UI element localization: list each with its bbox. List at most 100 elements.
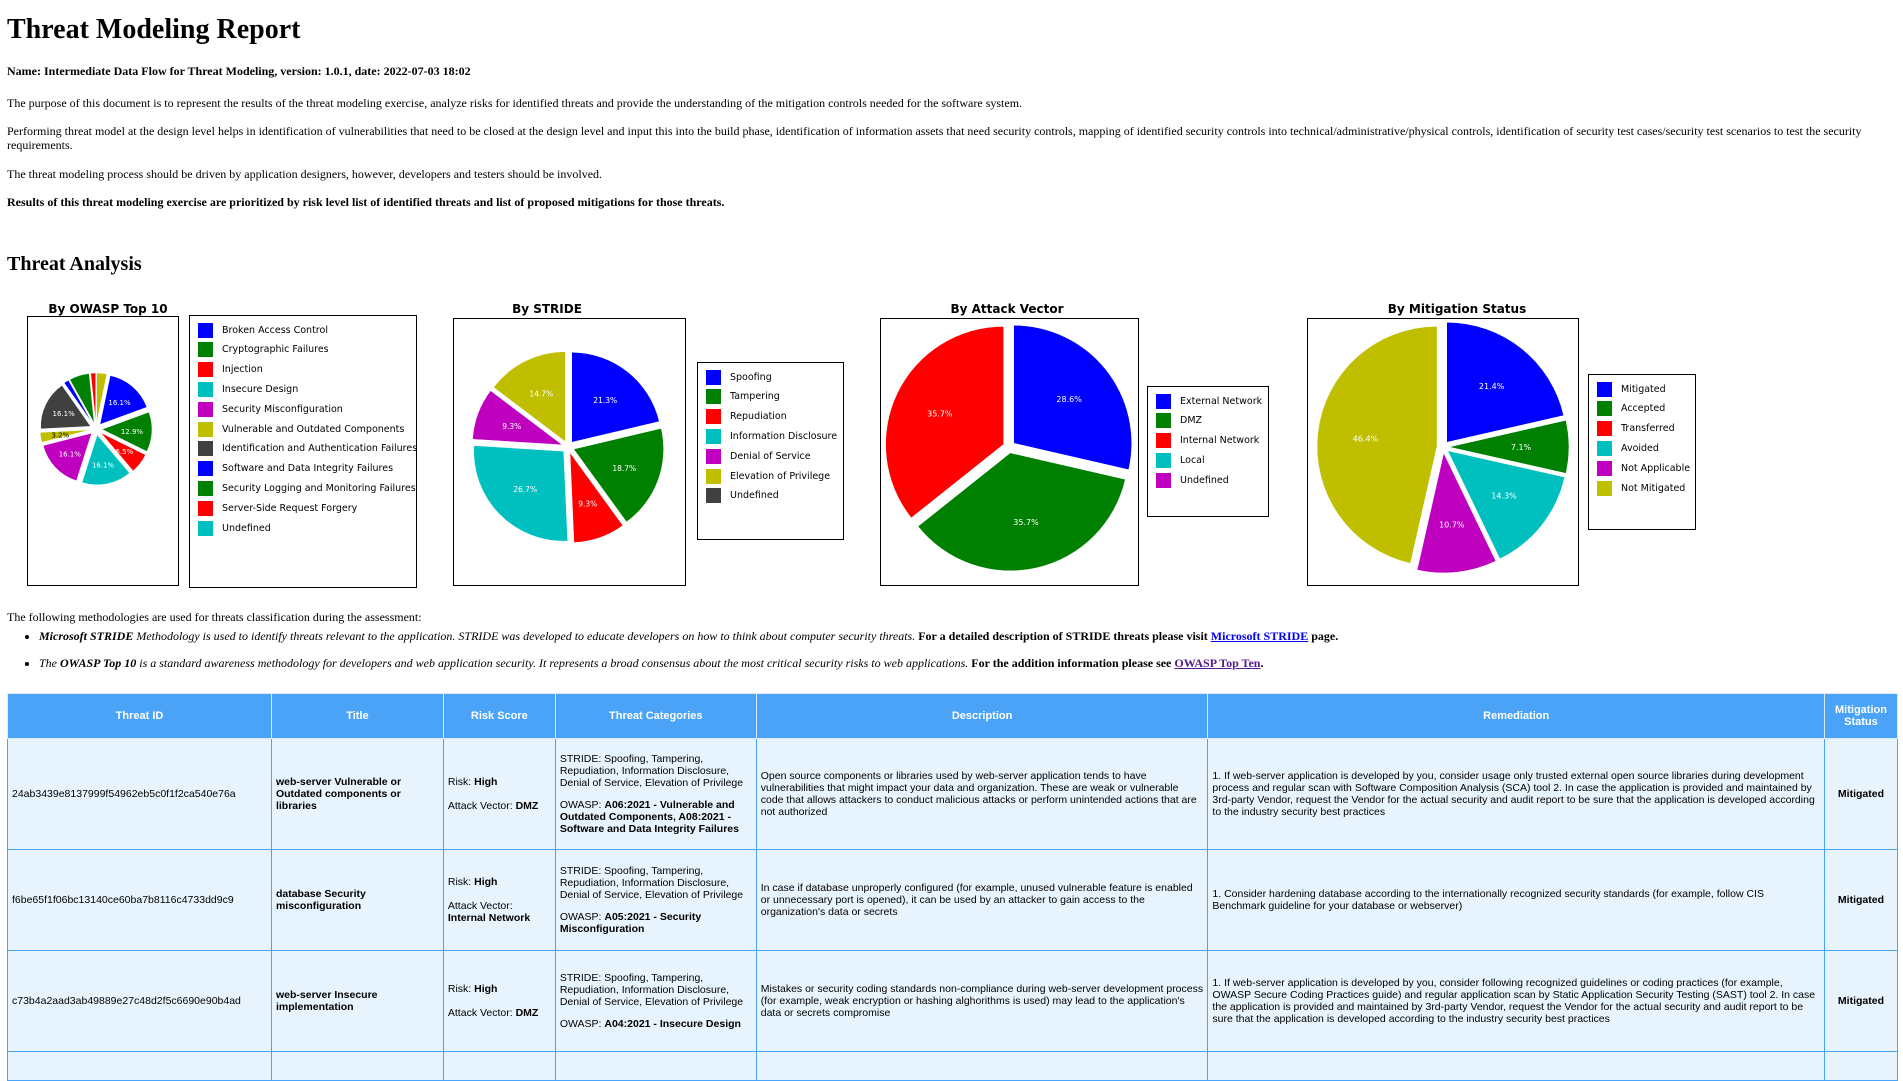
threat-id-cell: f6be65f1f06bc13140ce60ba7b8116c4733dd9c9 <box>7 849 272 951</box>
pie-chart-mitigation-status: 46.4% 10.7% 14.3% 7.1% 21.4% <box>1316 322 1570 574</box>
legend-swatch <box>198 421 213 437</box>
pie-slice-security-logging-and-monitoring-failures <box>69 373 95 424</box>
pie-label-dmz: 35.7% <box>1013 518 1039 527</box>
legend-item-broken-access-control: Broken Access Control <box>198 322 328 338</box>
pie-label-information-disclosure: 26.7% <box>513 485 537 494</box>
legend-label: Tampering <box>730 391 780 403</box>
legend-item-security-misconfiguration: Security Misconfiguration <box>198 401 343 417</box>
col-remediation[interactable]: Remediation <box>1207 693 1825 739</box>
pie-slice-elevation-of-privilege <box>493 351 566 443</box>
pie-label-repudiation: 9.3% <box>578 500 597 509</box>
col-risk-score[interactable]: Risk Score <box>442 693 556 739</box>
risk-label: Risk: <box>447 876 475 888</box>
owasp-end: . <box>1260 656 1264 670</box>
table-row: f6be65f1f06bc13140ce60ba7b8116c4733dd9c9… <box>7 849 1899 951</box>
legend-item-dmz: DMZ <box>1156 413 1202 429</box>
legend-label: DMZ <box>1180 415 1203 427</box>
legend-item-repudiation: Repudiation <box>706 409 787 425</box>
risk-score-cell: Risk: High Attack Vector: Internal Netwo… <box>442 849 556 951</box>
legend-item-external-network: External Network <box>1156 393 1262 409</box>
legend-label: Mitigated <box>1621 383 1666 395</box>
pie-slice-insecure-design <box>81 434 130 486</box>
pie-label-mitigated: 21.4% <box>1479 382 1505 391</box>
owasp-prefix: OWASP: <box>559 911 605 923</box>
legend-swatch <box>198 381 213 397</box>
pie-label-injection: 6.5% <box>115 448 133 456</box>
legend-swatch <box>1597 460 1612 476</box>
legend-item-avoided: Avoided <box>1597 440 1659 456</box>
legend-item-injection: Injection <box>198 362 263 378</box>
description-cell: In case if database unproperly configure… <box>755 849 1209 951</box>
purpose-paragraph: The purpose of this document is to repre… <box>7 96 1023 110</box>
pie-chart-attack-vector: 35.7% 35.7% 28.6% <box>885 325 1132 572</box>
pie-slice-spoofing <box>571 352 660 443</box>
legend-label: Insecure Design <box>222 383 299 395</box>
pie-label-tampering: 18.7% <box>612 464 636 473</box>
pie-label-internal-network: 35.7% <box>927 410 953 419</box>
owasp-pre: The <box>39 656 60 670</box>
vector-label: Attack Vector: <box>447 900 513 912</box>
risk-label: Risk: <box>447 776 475 788</box>
legend-swatch <box>198 342 213 358</box>
pie-slice-not-applicable <box>1416 452 1497 574</box>
title-cell: web-server Vulnerable or Outdated compon… <box>270 738 444 850</box>
legend-swatch <box>1156 433 1171 449</box>
pie-label-not-applicable: 10.7% <box>1439 521 1465 530</box>
legend-swatch <box>706 428 721 444</box>
col-mitigation-status[interactable]: Mitigation Status <box>1823 693 1899 739</box>
owasp-top-ten-link[interactable]: OWASP Top Ten <box>1174 656 1261 670</box>
owasp-name: OWASP Top 10 <box>60 656 137 670</box>
legend-label: Cryptographic Failures <box>222 344 329 356</box>
legend-swatch <box>1156 413 1171 429</box>
status-cell: Mitigated <box>1823 738 1899 850</box>
table-row: 24ab3439e8137999f54962eb5c0f1f2ca540e76a… <box>7 738 1899 850</box>
pie-label-denial-of-service: 9.3% <box>502 422 521 431</box>
legend-swatch <box>198 480 213 496</box>
pie-label-security-misconfiguration: 16.1% <box>59 451 82 459</box>
legend-swatch <box>1156 393 1171 409</box>
legend-item-information-disclosure: Information Disclosure <box>706 428 837 444</box>
stride-prefix: STRIDE: <box>559 865 605 877</box>
col-threat-categories[interactable]: Threat Categories <box>554 693 757 739</box>
legend-label: Undefined <box>730 490 779 502</box>
risk-score-cell: Risk: High Attack Vector: DMZ <box>442 738 556 850</box>
legend-item-elevation-of-privilege: Elevation of Privilege <box>706 468 830 484</box>
legend-swatch <box>198 461 213 477</box>
legend-item-identification-and-authentication-failures: Identification and Authentication Failur… <box>198 441 417 457</box>
legend-label: Security Misconfiguration <box>222 403 343 415</box>
col-description[interactable]: Description <box>755 693 1209 739</box>
pie-label-accepted: 7.1% <box>1511 443 1532 452</box>
categories-cell: STRIDE: Spoofing, Tampering, Repudiation… <box>554 950 757 1052</box>
vector-value: DMZ <box>515 1007 539 1019</box>
categories-cell: STRIDE: Spoofing, Tampering, Repudiation… <box>554 849 757 951</box>
legend-label: Not Mitigated <box>1621 482 1686 494</box>
col-threat-id[interactable]: Threat ID <box>7 693 272 739</box>
legend-swatch <box>706 488 721 504</box>
pie-slice-dmz <box>917 452 1126 572</box>
pie-slice-undefined <box>96 372 108 424</box>
vector-value: Internal Network <box>447 912 531 924</box>
stride-prefix: STRIDE: <box>559 972 605 984</box>
col-title[interactable]: Title <box>270 693 444 739</box>
table-row: c73b4a2aad3ab49889e27c48d2f5c6690e90b4ad… <box>7 950 1899 1052</box>
pie-slice-broken-access-control <box>99 375 148 425</box>
legend-label: Identification and Authentication Failur… <box>222 443 418 455</box>
legend-item-not-mitigated: Not Mitigated <box>1597 480 1685 496</box>
legend-owasp: Broken Access Control Cryptographic Failu… <box>189 315 417 588</box>
methodology-list: Microsoft STRIDE Methodology is used to … <box>7 628 1889 682</box>
pie-label-not-mitigated: 46.4% <box>1353 434 1379 443</box>
legend-swatch <box>1597 421 1612 437</box>
results-paragraph: Results of this threat modeling exercise… <box>7 195 725 209</box>
legend-label: Spoofing <box>730 371 772 383</box>
pie-box-mitigation-status: 46.4% 10.7% 14.3% 7.1% 21.4% <box>1307 318 1579 586</box>
pie-label-broken-access-control: 16.1% <box>108 399 131 407</box>
legend-item-internal-network: Internal Network <box>1156 433 1259 449</box>
risk-label: Risk: <box>447 983 475 995</box>
report-name-line: Name: Intermediate Data Flow for Threat … <box>7 64 471 78</box>
microsoft-stride-link[interactable]: Microsoft STRIDE <box>1210 629 1309 643</box>
remediation-cell: 1. If web-server application is develope… <box>1207 738 1825 850</box>
owasp-categories: A06:2021 - Vulnerable and Outdated Compo… <box>559 799 739 835</box>
legend-label: External Network <box>1180 395 1263 407</box>
legend-item-spoofing: Spoofing <box>706 369 772 385</box>
legend-label: Internal Network <box>1180 435 1260 447</box>
